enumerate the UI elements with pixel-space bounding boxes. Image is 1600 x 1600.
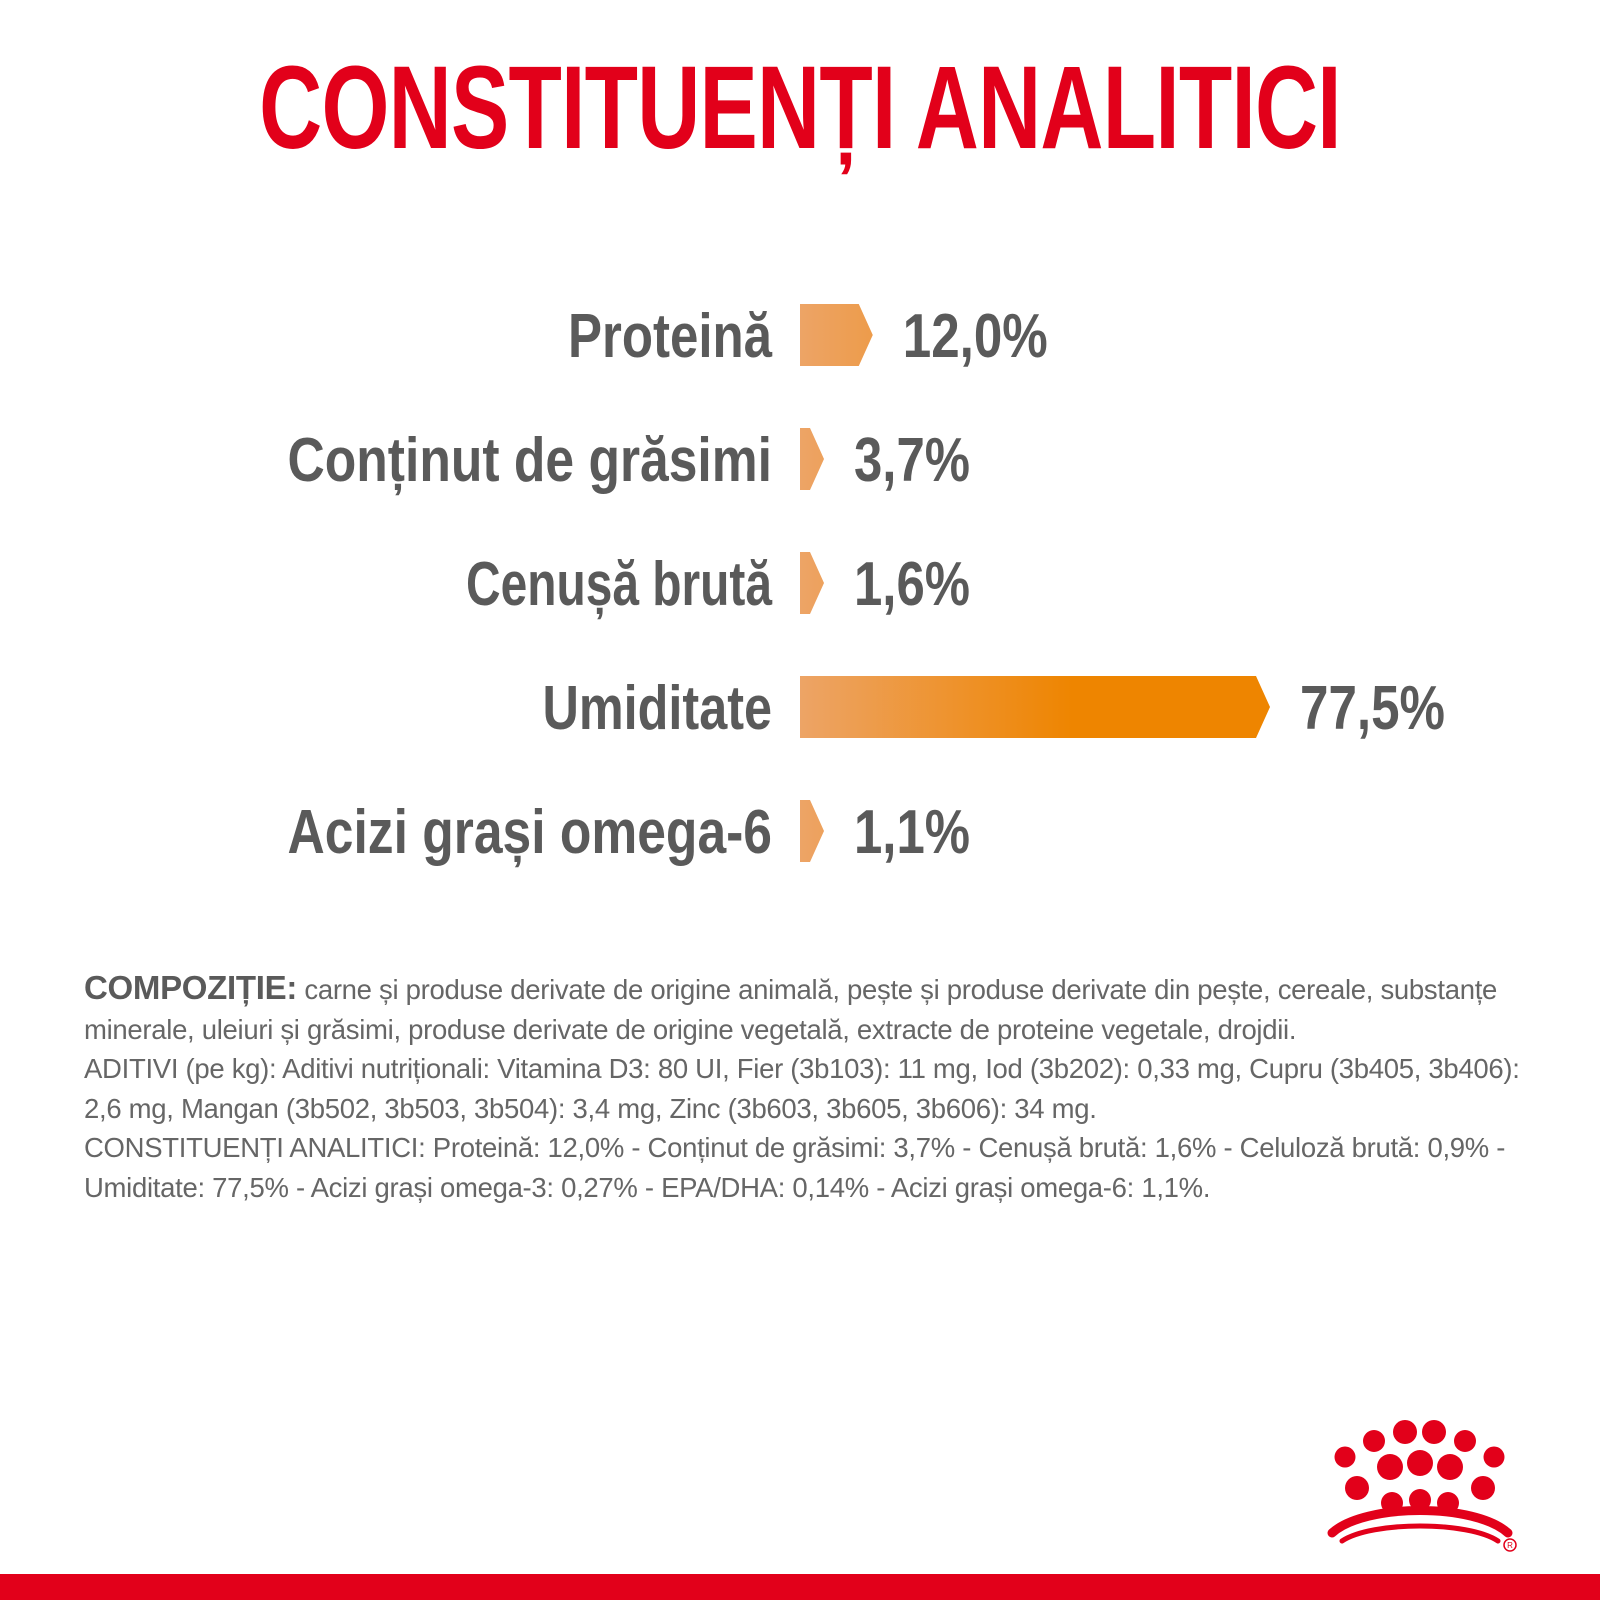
category-label: Proteină — [568, 302, 772, 371]
composition-paragraph: COMPOZIȚIE: carne și produse derivate de… — [84, 968, 1564, 1049]
bar — [800, 428, 824, 490]
bar — [800, 304, 873, 366]
footer-bar — [0, 1574, 1600, 1600]
bar — [800, 800, 824, 862]
category-label: Cenușă brută — [466, 550, 772, 619]
category-label: Conținut de grăsimi — [288, 426, 773, 495]
svg-text:R: R — [1507, 1541, 1513, 1550]
crown-logo-icon: R — [1327, 1420, 1517, 1552]
value-label: 77,5% — [1300, 674, 1445, 743]
bar — [800, 552, 824, 614]
value-label: 12,0% — [903, 302, 1048, 371]
composition-lead: COMPOZIȚIE: — [84, 969, 298, 1006]
value-label: 1,6% — [854, 550, 970, 619]
category-label: Umiditate — [543, 674, 773, 743]
composition-ingredients: carne și produse derivate de origine ani… — [84, 974, 1498, 1045]
composition-block: COMPOZIȚIE: carne și produse derivate de… — [84, 968, 1564, 1207]
value-label: 1,1% — [854, 798, 970, 867]
composition-additives: ADITIVI (pe kg): Aditivi nutriționali: V… — [84, 1053, 1520, 1124]
value-label: 3,7% — [854, 426, 970, 495]
bar-chart: Proteină 12,0% Conținut de grăsimi 3,7% Cenu… — [288, 302, 1446, 867]
bar — [800, 676, 1270, 738]
composition-analytical: CONSTITUENȚI ANALITICI: Proteină: 12,0% … — [84, 1132, 1506, 1203]
page-title: CONSTITUENȚI ANALITICI — [259, 42, 1341, 174]
category-label: Acizi grași omega-6 — [288, 798, 773, 867]
